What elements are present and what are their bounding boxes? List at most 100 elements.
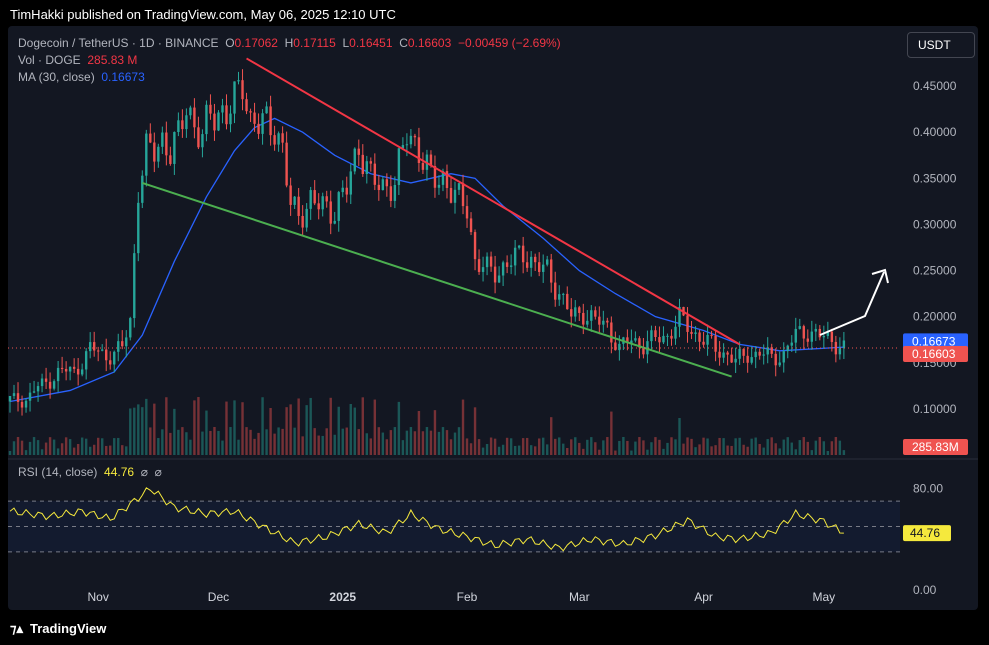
volume-bar xyxy=(574,437,577,455)
candle-body xyxy=(610,322,613,343)
candle-body xyxy=(678,306,681,327)
volume-bar xyxy=(36,440,40,455)
volume-bar xyxy=(646,449,649,455)
volume-bar xyxy=(698,444,701,455)
volume-bar xyxy=(377,427,381,455)
candle-body xyxy=(309,190,312,209)
candle-body xyxy=(521,245,525,263)
candle-body xyxy=(213,113,216,131)
candle-body xyxy=(225,105,228,125)
volume-bar xyxy=(209,430,212,455)
ma-legend[interactable]: MA (30, close) 0.16673 xyxy=(18,70,145,84)
volume-bar xyxy=(586,439,589,455)
candle-body xyxy=(626,337,629,344)
volume-bar xyxy=(297,398,300,455)
currency-button[interactable]: USDT xyxy=(907,32,975,58)
change-value: −0.00459 (−2.69%) xyxy=(457,36,561,50)
symbol-title[interactable]: Dogecoin / TetherUS · 1D · BINANCE xyxy=(18,36,219,50)
volume-bar xyxy=(24,450,28,455)
volume-bar xyxy=(730,445,733,455)
rsi-legend-label: RSI (14, close) xyxy=(18,465,98,479)
volume-bar xyxy=(153,403,156,455)
candle-body xyxy=(409,135,413,145)
candle-body xyxy=(666,335,669,337)
volume-bar xyxy=(770,437,773,455)
candle-body xyxy=(842,340,846,349)
ma-price-label-bg xyxy=(903,333,968,350)
candle-body xyxy=(646,341,649,355)
candle-body xyxy=(76,368,80,375)
candle-body xyxy=(193,107,196,128)
candle-body xyxy=(361,154,364,175)
volume-legend[interactable]: Vol · DOGE 285.83 M xyxy=(18,53,137,67)
volume-bar xyxy=(497,446,501,455)
volume-bar xyxy=(137,404,140,455)
volume-bar xyxy=(345,427,348,455)
volume-bar xyxy=(433,410,437,455)
candle-body xyxy=(101,349,104,351)
candle-body xyxy=(229,113,232,125)
volume-bar xyxy=(818,437,822,455)
rsi-line xyxy=(9,487,844,552)
candle-body xyxy=(237,80,240,82)
volume-bar xyxy=(802,437,805,455)
candle-body xyxy=(60,367,64,369)
candle-body xyxy=(469,218,473,233)
candle-body xyxy=(117,341,120,352)
candle-body xyxy=(28,392,32,401)
candle-body xyxy=(40,378,44,387)
volume-bar xyxy=(257,432,260,455)
candle-body xyxy=(129,318,132,338)
volume-bar xyxy=(650,442,653,455)
candle-body xyxy=(365,161,369,175)
volume-bar xyxy=(822,441,826,455)
high-label: H xyxy=(284,36,294,50)
candle-body xyxy=(630,340,633,344)
volume-bar xyxy=(357,429,360,455)
eye-off-icon[interactable]: ⌀ xyxy=(140,465,148,479)
volume-bar xyxy=(638,437,641,455)
candle-body xyxy=(578,307,581,313)
volume-bar xyxy=(481,447,485,455)
volume-bar xyxy=(32,437,36,455)
volume-bar xyxy=(550,417,553,455)
candle-body xyxy=(12,393,16,396)
volume-bar xyxy=(181,427,184,455)
trend-lines xyxy=(8,57,900,378)
volume-bar xyxy=(674,439,677,455)
candle-body xyxy=(602,320,605,325)
volume-bar xyxy=(133,407,136,455)
candle-body xyxy=(718,351,721,358)
volume-bar xyxy=(838,440,842,455)
rsi-value-label: 44.76 xyxy=(910,526,940,540)
publisher-caption: TimHakki published on TradingView.com, M… xyxy=(10,7,396,22)
candle-body xyxy=(88,342,92,352)
candle-body xyxy=(802,326,805,339)
candle-body xyxy=(373,163,377,185)
eye-off-icon[interactable]: ⌀ xyxy=(154,465,162,479)
volume-bar xyxy=(213,427,216,455)
volume-bar xyxy=(381,432,385,455)
candle-body xyxy=(141,175,144,203)
volume-bar xyxy=(750,438,753,455)
volume-bar xyxy=(810,450,814,455)
volume-bar xyxy=(161,429,164,455)
open-label: O xyxy=(225,36,235,50)
candle-body xyxy=(397,148,401,185)
candle-body xyxy=(405,144,409,146)
rsi-legend[interactable]: RSI (14, close) 44.76 ⌀ ⌀ xyxy=(18,465,162,479)
volume-bar xyxy=(40,449,44,455)
volume-bar xyxy=(505,437,509,455)
volume-bar xyxy=(76,443,80,455)
tradingview-logo[interactable]: ⁊▴ TradingView xyxy=(10,621,106,637)
volume-bar xyxy=(373,399,377,455)
volume-bar xyxy=(678,418,681,455)
volume-bar xyxy=(125,446,128,455)
candle-body xyxy=(485,256,489,268)
ma-legend-label: MA (30, close) xyxy=(18,70,95,84)
candle-body xyxy=(80,369,84,375)
volume-bar xyxy=(205,410,208,455)
volume-bar xyxy=(105,445,108,455)
candle-body xyxy=(838,348,842,355)
